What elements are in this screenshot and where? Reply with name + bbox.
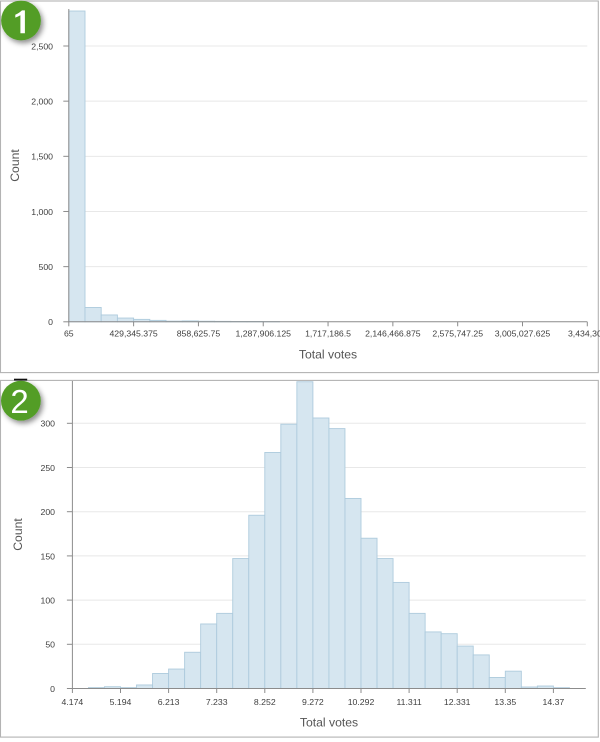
svg-text:429,345.375: 429,345.375 [109,329,157,339]
svg-text:5.194: 5.194 [110,697,132,707]
svg-text:100: 100 [41,596,56,606]
svg-text:6.213: 6.213 [158,697,180,707]
svg-text:0: 0 [50,684,55,694]
svg-text:1,717,186.5: 1,717,186.5 [305,329,351,339]
svg-text:858,625.75: 858,625.75 [177,329,221,339]
svg-text:50: 50 [45,640,55,650]
svg-text:14.37: 14.37 [543,697,565,707]
svg-text:1,000: 1,000 [31,207,53,217]
svg-text:2,575,747.25: 2,575,747.25 [432,329,483,339]
svg-text:3,434,308: 3,434,308 [568,329,600,339]
svg-text:11.311: 11.311 [396,697,421,707]
svg-text:2,146,466.875: 2,146,466.875 [365,329,421,339]
svg-text:9.272: 9.272 [302,697,324,707]
svg-text:2,000: 2,000 [31,97,53,107]
svg-text:1,287,906.125: 1,287,906.125 [235,329,291,339]
svg-text:Total votes: Total votes [299,348,357,362]
svg-text:2,500: 2,500 [31,41,53,51]
svg-text:10.292: 10.292 [348,697,375,707]
svg-text:250: 250 [41,463,56,473]
svg-text:4.174: 4.174 [62,697,84,707]
svg-text:7.233: 7.233 [206,697,228,707]
svg-text:300: 300 [41,419,56,429]
svg-text:2: 2 [10,383,28,420]
svg-text:Count: Count [11,518,25,551]
svg-text:Count: Count [8,149,22,182]
svg-text:3,005,027.625: 3,005,027.625 [495,329,551,339]
svg-text:200: 200 [41,507,56,517]
svg-text:8.252: 8.252 [254,697,276,707]
svg-text:65: 65 [64,329,74,339]
svg-text:Total votes: Total votes [300,716,358,730]
svg-text:150: 150 [41,551,56,561]
svg-text:500: 500 [39,262,54,272]
svg-text:13.35: 13.35 [494,697,516,707]
svg-text:0: 0 [48,317,53,327]
svg-text:1,500: 1,500 [31,152,53,162]
svg-text:12.331: 12.331 [444,697,471,707]
